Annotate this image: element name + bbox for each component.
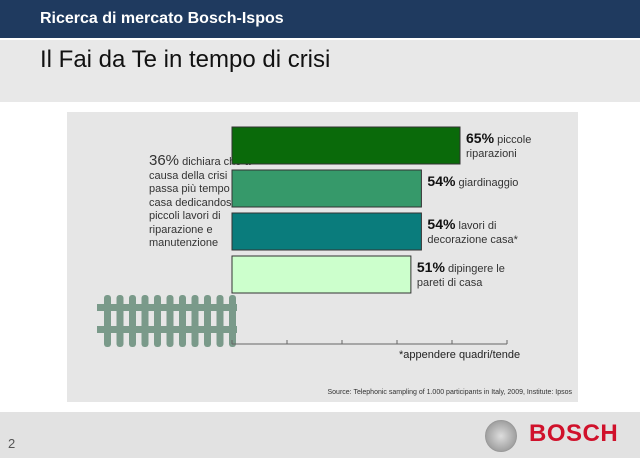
footer: 2 BOSCH: [0, 412, 640, 458]
header-bar: Ricerca di mercato Bosch-Ispos: [0, 0, 640, 38]
bar-value-label: 65%: [466, 130, 495, 146]
bar-chart: [97, 126, 508, 347]
bosch-wordmark: BOSCH: [529, 420, 619, 447]
footnote: *appendere quadri/tende: [399, 349, 521, 361]
bar-label: 65% piccole riparazioni: [466, 131, 576, 161]
slide-title: Il Fai da Te in tempo di crisi: [40, 46, 331, 73]
note-text: dichiara che a causa della crisi passa p…: [149, 156, 251, 249]
bar-0: [231, 126, 461, 165]
title-band: Il Fai da Te in tempo di crisi: [0, 40, 640, 102]
bar-3: [231, 255, 412, 294]
bar-label: 51% dipingere le pareti di casa: [417, 260, 527, 290]
bar-2: [231, 212, 422, 251]
bar-value-label: 54%: [427, 216, 456, 232]
fence-illustration: [97, 295, 237, 347]
note-value: 36%: [149, 152, 180, 169]
bar-value-label: 54%: [427, 173, 456, 189]
bar-category-label: giardinaggio: [455, 177, 519, 189]
bar-category-label: dipingere le pareti di casa: [416, 263, 505, 289]
bar-value-label: 51%: [416, 259, 445, 275]
summary-note: 36% dichiara che a causa della crisi pas…: [149, 152, 259, 251]
bar-category-label: lavori di decorazione casa*: [427, 220, 518, 246]
bar-label: 54% giardinaggio: [427, 174, 537, 190]
chart-panel: 36% dichiara che a causa della crisi pas…: [67, 112, 578, 402]
bar-label: 54% lavori di decorazione casa*: [427, 217, 537, 247]
page-number: 2: [8, 436, 16, 451]
bar-category-label: piccole riparazioni: [466, 134, 532, 160]
source-text: Source: Telephonic sampling of 1.000 par…: [327, 389, 573, 396]
header-title: Ricerca di mercato Bosch-Ispos: [40, 10, 284, 27]
bar-1: [231, 169, 422, 208]
bosch-logo-icon: [485, 420, 517, 452]
